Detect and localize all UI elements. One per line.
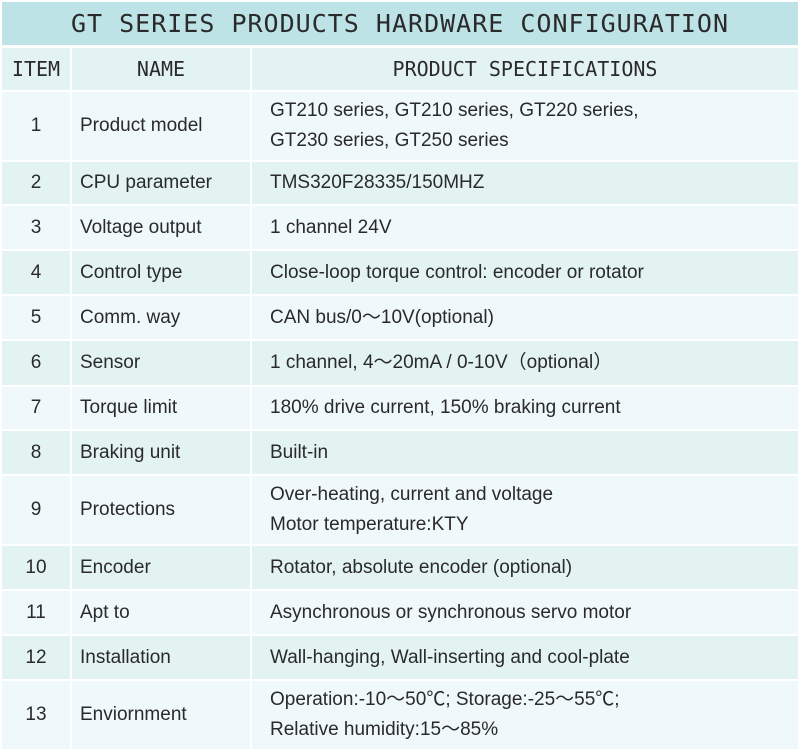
table-row: 7 Torque limit 180% drive current, 150% br… xyxy=(2,387,798,429)
item-name: Sensor xyxy=(72,341,250,385)
table-row: 11 Apt to Asynchronous or synchronous serv… xyxy=(2,591,798,634)
item-name: Voltage output xyxy=(72,206,250,249)
item-spec: Operation:-10～50℃; Storage:-25～55℃; Relat… xyxy=(252,681,798,749)
spec-line: Close-loop torque control: encoder or ro… xyxy=(270,261,644,283)
table-row: 6 Sensor 1 channel, 4～20mA / 0-10V（optiona… xyxy=(2,341,798,385)
table-row: 10 Encoder Rotator, absolute encoder (opti… xyxy=(2,546,798,589)
item-number: 5 xyxy=(2,296,70,339)
item-number: 13 xyxy=(2,681,70,749)
item-number: 4 xyxy=(2,251,70,294)
item-spec: 1 channel, 4～20mA / 0-10V（optional） xyxy=(252,341,798,385)
table-row: 4 Control type Close-loop torque control: … xyxy=(2,251,798,294)
item-spec: CAN bus/0～10V(optional) xyxy=(252,296,798,339)
item-number: 1 xyxy=(2,92,70,160)
item-spec: Over-heating, current and voltage Motor t… xyxy=(252,476,798,544)
spec-line: Over-heating, current and voltage xyxy=(270,484,554,505)
page-title: GT SERIES PRODUCTS HARDWARE CONFIGURATIO… xyxy=(2,2,798,45)
item-number: 12 xyxy=(2,636,70,679)
item-name: Installation xyxy=(72,636,250,679)
item-name: Product model xyxy=(72,92,250,160)
item-spec: Rotator, absolute encoder (optional) xyxy=(252,546,798,589)
item-spec: Close-loop torque control: encoder or ro… xyxy=(252,251,798,294)
item-name: Encoder xyxy=(72,546,250,589)
item-number: 6 xyxy=(2,341,70,385)
header-row: ITEM NAME PRODUCT SPECIFICATIONS xyxy=(2,48,798,90)
item-number: 10 xyxy=(2,546,70,589)
spec-line: Wall-hanging, Wall-inserting and cool-pl… xyxy=(270,646,630,668)
table-row: 1 Product model GT210 series, GT210 series… xyxy=(2,92,798,160)
table-row: 8 Braking unit Built-in xyxy=(2,431,798,474)
spec-line: CAN bus/0～10V(optional) xyxy=(270,306,494,328)
item-name: Control type xyxy=(72,251,250,294)
spec-line: GT210 series, GT210 series, GT220 series… xyxy=(270,100,639,121)
table-row: 3 Voltage output 1 channel 24V xyxy=(2,206,798,249)
spec-line: Motor temperature:KTY xyxy=(270,514,469,535)
item-name: CPU parameter xyxy=(72,162,250,204)
spec-line: Built-in xyxy=(270,441,329,463)
spec-line: Asynchronous or synchronous servo motor xyxy=(270,601,632,623)
header-spec: PRODUCT SPECIFICATIONS xyxy=(252,48,798,90)
item-number: 8 xyxy=(2,431,70,474)
item-spec: GT210 series, GT210 series, GT220 series… xyxy=(252,92,798,160)
spec-line: Operation:-10～50℃; Storage:-25～55℃; xyxy=(270,689,620,710)
item-spec: 1 channel 24V xyxy=(252,206,798,249)
spec-line: Rotator, absolute encoder (optional) xyxy=(270,556,573,578)
item-spec: Wall-hanging, Wall-inserting and cool-pl… xyxy=(252,636,798,679)
item-name: Protections xyxy=(72,476,250,544)
item-name: Enviornment xyxy=(72,681,250,749)
item-spec: Built-in xyxy=(252,431,798,474)
spec-line: 1 channel, 4～20mA / 0-10V（optional） xyxy=(270,352,613,373)
spec-line: 180% drive current, 150% braking current xyxy=(270,397,621,418)
item-name: Comm. way xyxy=(72,296,250,339)
header-name: NAME xyxy=(72,48,250,90)
item-number: 9 xyxy=(2,476,70,544)
item-number: 7 xyxy=(2,387,70,429)
header-item: ITEM xyxy=(2,48,70,90)
table-row: 9 Protections Over-heating, current and vo… xyxy=(2,476,798,544)
spec-table: ITEM NAME PRODUCT SPECIFICATIONS 1 Produc… xyxy=(0,46,800,751)
spec-line: TMS320F28335/150MHZ xyxy=(270,172,485,193)
table-row: 12 Installation Wall-hanging, Wall-inserti… xyxy=(2,636,798,679)
item-number: 2 xyxy=(2,162,70,204)
item-name: Apt to xyxy=(72,591,250,634)
item-spec: TMS320F28335/150MHZ xyxy=(252,162,798,204)
item-name: Braking unit xyxy=(72,431,250,474)
spec-line: GT230 series, GT250 series xyxy=(270,130,509,151)
item-number: 11 xyxy=(2,591,70,634)
table-row: 5 Comm. way CAN bus/0～10V(optional) xyxy=(2,296,798,339)
item-spec: Asynchronous or synchronous servo motor xyxy=(252,591,798,634)
item-spec: 180% drive current, 150% braking current xyxy=(252,387,798,429)
item-name: Torque limit xyxy=(72,387,250,429)
item-number: 3 xyxy=(2,206,70,249)
table-row: 2 CPU parameter TMS320F28335/150MHZ xyxy=(2,162,798,204)
spec-line: 1 channel 24V xyxy=(270,216,392,238)
table-row: 13 Enviornment Operation:-10～50℃; Storage:… xyxy=(2,681,798,749)
spec-line: Relative humidity:15～85% xyxy=(270,719,499,740)
